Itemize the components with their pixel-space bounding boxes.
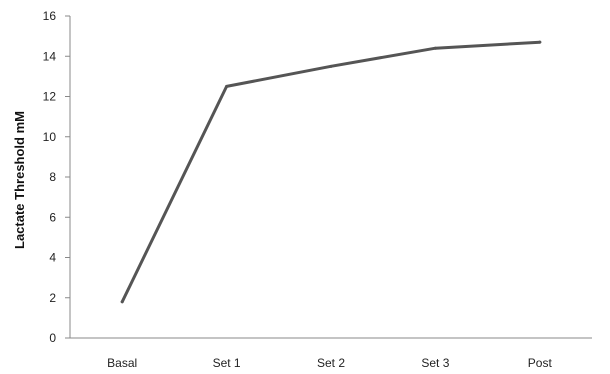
y-tick-label: 2	[49, 291, 56, 305]
series-layer	[120, 40, 542, 304]
data-point	[433, 46, 437, 50]
y-tick-label: 8	[49, 170, 56, 184]
data-point	[120, 300, 124, 304]
x-tick-label: Basal	[107, 356, 137, 370]
data-point	[538, 40, 542, 44]
data-point	[225, 84, 229, 88]
x-tick-label: Post	[528, 356, 553, 370]
y-tick-label: 16	[43, 9, 57, 23]
y-tick-label: 4	[49, 251, 56, 265]
y-tick-label: 0	[49, 331, 56, 345]
y-tick-label: 12	[43, 90, 57, 104]
y-tick-label: 6	[49, 210, 56, 224]
y-tick-label: 14	[43, 49, 57, 63]
x-axis-ticks: Basal Set 1 Set 2 Set 3 Post	[107, 356, 552, 370]
x-tick-label: Set 1	[213, 356, 241, 370]
chart-axes	[69, 16, 592, 339]
y-tick-label: 10	[43, 130, 57, 144]
data-point	[329, 64, 333, 68]
y-axis-label: Lactate Threshold mM	[12, 111, 27, 249]
x-tick-label: Set 3	[421, 356, 449, 370]
x-tick-label: Set 2	[317, 356, 345, 370]
series-line	[120, 40, 542, 304]
y-axis-ticks: 0 2 4 6 8 10 12 14 16	[43, 9, 70, 345]
